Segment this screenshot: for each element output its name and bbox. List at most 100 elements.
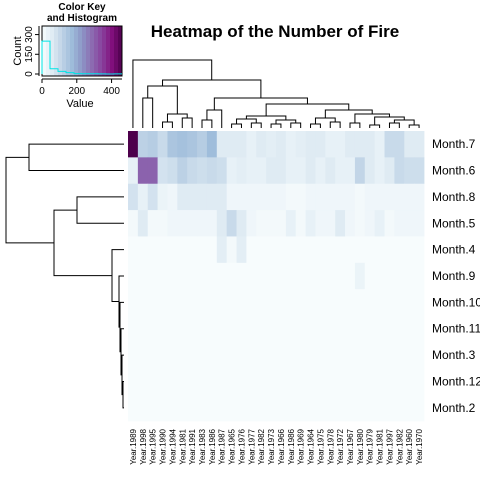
heatmap-cell (226, 289, 237, 316)
column-label: Year.1965 (228, 428, 237, 464)
heatmap-cell (325, 157, 336, 185)
heatmap-cell (276, 183, 287, 211)
heatmap-cell (315, 131, 326, 158)
heatmap-cell (414, 183, 425, 211)
heatmap-cell (167, 157, 178, 185)
color-key-band (98, 26, 103, 76)
heatmap-cell (226, 341, 237, 369)
heatmap-cell (394, 341, 405, 369)
heatmap-cell (285, 262, 297, 290)
color-key-gradient (42, 26, 123, 76)
heatmap-cell (404, 210, 415, 237)
heatmap-cell (295, 289, 306, 316)
heatmap-cell (315, 183, 326, 211)
color-key-band (42, 26, 47, 76)
heatmap-cell (226, 131, 237, 158)
column-label: Year.1981 (376, 428, 385, 464)
heatmap-cell (266, 183, 277, 211)
heatmap-cell (414, 394, 425, 422)
heatmap-cell (167, 131, 178, 158)
heatmap-cell (285, 131, 297, 158)
heatmap-cell (167, 341, 178, 369)
heatmap-cell (216, 289, 228, 316)
heatmap-cell (315, 315, 326, 343)
heatmap-cell (177, 289, 188, 316)
heatmap-cell (374, 394, 385, 422)
heatmap-cell (345, 210, 356, 237)
heatmap-cell (266, 262, 277, 290)
color-key-band (102, 26, 107, 76)
column-label: Year.1973 (267, 428, 276, 464)
heatmap-cell (157, 368, 168, 396)
heatmap-cell (157, 210, 168, 237)
column-label: Year.1979 (366, 428, 375, 464)
heatmap-cell (236, 368, 247, 396)
heatmap-cell (285, 315, 297, 343)
heatmap-cell (226, 157, 237, 185)
heatmap-cell (414, 368, 425, 396)
color-key-band (110, 26, 115, 76)
color-key-title-line-1: Color Key (58, 2, 106, 13)
heatmap-cell (128, 394, 139, 422)
heatmap-cell (256, 368, 267, 396)
heatmap-cell (414, 289, 425, 316)
heatmap-cell (414, 262, 425, 290)
row-label: Month.10 (432, 295, 480, 309)
heatmap-cell (345, 289, 356, 316)
heatmap-cell (394, 368, 405, 396)
heatmap-cell (285, 236, 297, 264)
heatmap-cell (256, 210, 267, 237)
heatmap-cell (295, 394, 306, 422)
heatmap-cell (325, 315, 336, 343)
row-label: Month.5 (432, 216, 476, 230)
heatmap-cell (137, 315, 149, 343)
heatmap-cell (187, 236, 198, 264)
color-key-band (114, 26, 119, 76)
heatmap-cell (374, 210, 385, 237)
heatmap-cell (384, 315, 395, 343)
heatmap-cell (335, 341, 346, 369)
heatmap-cell (335, 210, 346, 237)
heatmap-cell (374, 131, 385, 158)
heatmap-cell (345, 157, 356, 185)
heatmap-cell (315, 157, 326, 185)
column-label: Year.1982 (395, 428, 404, 464)
heatmap-cell (345, 394, 356, 422)
heatmap-cell (374, 157, 385, 185)
heatmap-cell (384, 341, 395, 369)
heatmap-cell (128, 157, 139, 185)
column-label: Year.1994 (168, 428, 177, 464)
heatmap-cell (404, 183, 415, 211)
column-label: Year.1960 (405, 428, 414, 464)
heatmap-cells (128, 131, 425, 422)
heatmap-cell (325, 131, 336, 158)
heatmap-cell (285, 183, 297, 211)
heatmap-cell (137, 236, 149, 264)
heatmap-cell (295, 183, 306, 211)
heatmap-cell (325, 236, 336, 264)
heatmap-cell (177, 368, 188, 396)
heatmap-cell (414, 341, 425, 369)
heatmap-cell (187, 157, 198, 185)
heatmap-cell (295, 131, 306, 158)
heatmap-cell (128, 341, 139, 369)
heatmap-cell (414, 157, 425, 185)
heatmap-cell (206, 262, 218, 290)
heatmap-cell (206, 394, 218, 422)
color-key-axes: 0 200 400 0 150 300 (24, 26, 122, 97)
column-label: Year.1977 (247, 428, 256, 464)
heatmap-cell (364, 157, 376, 185)
heatmap-cell (404, 262, 415, 290)
heatmap-cell (295, 368, 306, 396)
heatmap-cell (384, 210, 395, 237)
heatmap-cell (276, 341, 287, 369)
heatmap-cell (364, 394, 376, 422)
color-key-band (74, 26, 79, 76)
heatmap-cell (295, 262, 306, 290)
heatmap-cell (276, 368, 287, 396)
heatmap-cell (226, 183, 237, 211)
heatmap-cell (354, 315, 366, 343)
heatmap-cell (128, 236, 139, 264)
